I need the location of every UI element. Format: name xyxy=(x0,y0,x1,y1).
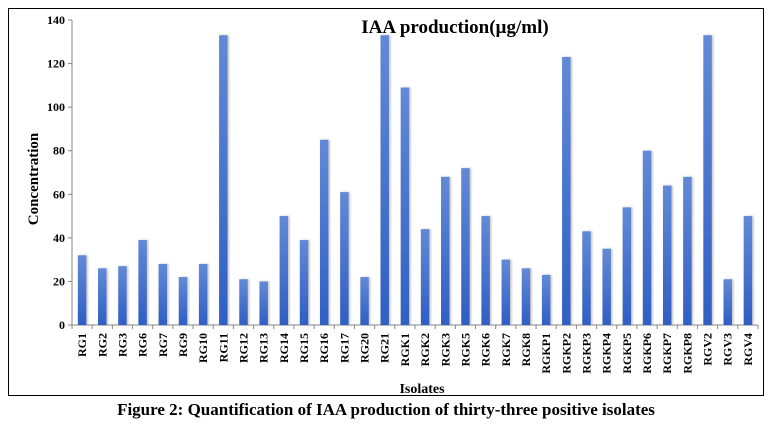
x-tick-label: RGK6 xyxy=(479,333,493,366)
y-tick-label: 20 xyxy=(53,274,65,288)
x-tick-label: RG11 xyxy=(216,333,230,362)
bar-rgk2 xyxy=(420,229,430,325)
x-tick-label: RG21 xyxy=(378,333,392,363)
x-tick-label: RGKP1 xyxy=(539,333,553,374)
bar-rgkp1 xyxy=(541,274,551,325)
x-tick-label: RGV2 xyxy=(701,333,715,366)
bar-rg21 xyxy=(380,35,389,325)
x-tick-label: RG7 xyxy=(156,333,170,357)
x-tick-label: RG16 xyxy=(317,333,331,363)
bar-rgk1 xyxy=(400,87,410,326)
y-axis-label: Concentration xyxy=(26,132,42,225)
x-tick-label: RG13 xyxy=(257,333,271,363)
x-tick-label: RGV4 xyxy=(741,333,755,366)
x-tick-label: RGK8 xyxy=(519,333,533,366)
x-tick-label: RG17 xyxy=(337,333,351,363)
x-tick-label: RGKP6 xyxy=(640,333,654,374)
bar-rg15 xyxy=(299,240,309,325)
bar-rgv3 xyxy=(723,279,732,325)
bar-rgk8 xyxy=(521,268,531,325)
bar-rgkp6 xyxy=(642,150,652,325)
x-tick-label: RGK3 xyxy=(438,333,452,366)
bar-rgk6 xyxy=(481,216,490,325)
x-tick-label: RGK7 xyxy=(499,333,513,366)
x-tick-label: RG1 xyxy=(75,333,89,357)
bar-rgv4 xyxy=(743,216,753,325)
bar-rg20 xyxy=(360,277,369,325)
x-tick-label: RGKP8 xyxy=(680,333,694,374)
y-tick-label: 120 xyxy=(47,57,65,71)
bar-rg11 xyxy=(219,35,228,325)
x-tick-label: RGKP2 xyxy=(559,333,573,374)
y-tick-label: 0 xyxy=(59,318,65,332)
bar-chart: IAA production(µg/ml) Concentration Isol… xyxy=(26,13,759,397)
bar-rgk5 xyxy=(461,168,470,325)
bar-rg3 xyxy=(118,266,127,325)
bar-rg12 xyxy=(239,279,248,325)
bar-rgkp5 xyxy=(622,207,632,325)
bar-rg9 xyxy=(178,277,188,325)
bar-rg2 xyxy=(98,268,107,325)
x-tick-label: RGKP4 xyxy=(600,333,614,374)
bar-rg1 xyxy=(77,255,87,325)
bar-rgkp3 xyxy=(582,231,591,325)
x-axis-label: Isolates xyxy=(399,382,445,397)
bar-rg10 xyxy=(198,264,208,325)
x-tick-label: RGV3 xyxy=(721,333,735,366)
x-tick-label: RG12 xyxy=(237,333,251,363)
x-tick-label: RG9 xyxy=(176,333,190,357)
bar-rgk7 xyxy=(501,259,511,325)
chart-title: IAA production(µg/ml) xyxy=(361,17,548,38)
x-tick-label: RGK5 xyxy=(458,333,472,366)
y-tick-label: 100 xyxy=(47,100,65,114)
x-tick-label: RG14 xyxy=(277,333,291,363)
x-tick-label: RGK1 xyxy=(398,333,412,366)
y-tick-label: 80 xyxy=(53,144,65,158)
x-tick-label: RGKP3 xyxy=(580,333,594,374)
y-tick-label: 140 xyxy=(47,13,65,27)
bar-rg14 xyxy=(279,216,289,325)
x-tick-label: RG15 xyxy=(297,333,311,363)
x-tick-label: RG3 xyxy=(115,333,129,357)
bar-rg16 xyxy=(319,139,329,325)
figure-caption: Figure 2: Quantification of IAA producti… xyxy=(117,400,655,419)
chart-frame: IAA production(µg/ml) Concentration Isol… xyxy=(8,8,764,397)
x-axis: RG1 RG2 RG3 RG6 RG7 RG9 RG10 RG11 RG12 RG13 RG14 RG… xyxy=(71,324,759,374)
bar-rg13 xyxy=(259,281,268,325)
bar-rgv2 xyxy=(703,35,712,325)
bar-rg6 xyxy=(138,240,147,325)
bar-rgkp8 xyxy=(683,176,692,325)
y-axis: 0 20 40 60 80 100 120 140 xyxy=(47,13,73,332)
x-tick-label: RGKP5 xyxy=(620,333,634,374)
bars-group xyxy=(77,35,753,326)
bar-rg7 xyxy=(158,264,168,325)
x-tick-label: RG6 xyxy=(136,333,150,357)
bar-rgkp2 xyxy=(562,57,571,326)
y-tick-label: 40 xyxy=(53,231,65,245)
x-tick-label: RGK2 xyxy=(418,333,432,366)
y-tick-label: 60 xyxy=(53,187,65,201)
x-tick-label: RG10 xyxy=(196,333,210,363)
bar-rgk3 xyxy=(441,176,450,325)
x-tick-label: RG2 xyxy=(95,333,109,357)
x-tick-label: RG20 xyxy=(358,333,372,363)
x-tick-label: RGKP7 xyxy=(660,333,674,374)
bar-rg17 xyxy=(340,192,349,325)
bar-rgkp4 xyxy=(602,248,611,325)
bar-rgkp7 xyxy=(662,185,672,325)
